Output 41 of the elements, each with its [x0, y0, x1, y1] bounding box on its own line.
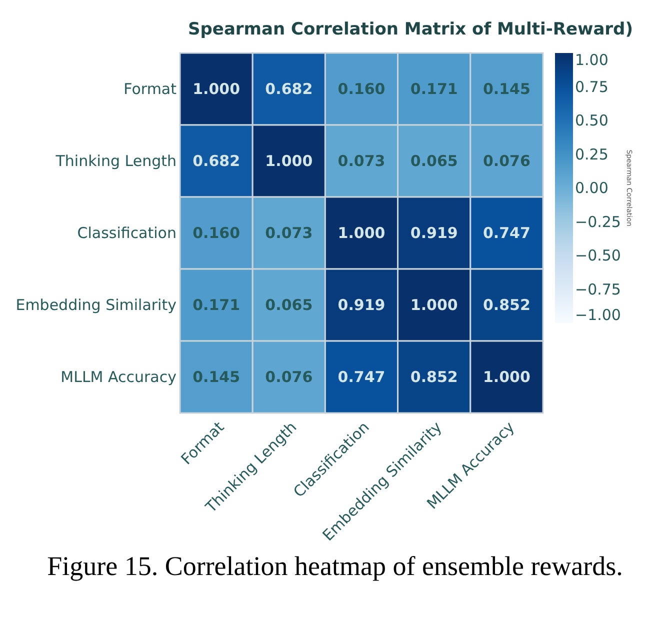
- data-label: 0.145: [482, 80, 530, 98]
- data-label: 1.000: [410, 296, 458, 314]
- color-bar-label: −0.75: [575, 280, 621, 298]
- data-label: 0.171: [410, 80, 458, 98]
- data-label: 0.682: [192, 152, 240, 170]
- data-label: 1.000: [192, 80, 240, 98]
- color-bar-label: 1.00: [575, 51, 608, 69]
- data-label: 0.919: [410, 224, 458, 242]
- color-bar-label: −1.00: [575, 306, 621, 324]
- data-label: 0.073: [265, 224, 313, 242]
- y-tick-label: Embedding Similarity: [16, 296, 177, 314]
- color-bar-label: 0.00: [575, 179, 608, 197]
- data-label: 0.919: [338, 296, 386, 314]
- y-tick-label: MLLM Accuracy: [60, 368, 177, 386]
- data-label: 0.747: [482, 224, 530, 242]
- y-tick-label: Classification: [77, 224, 176, 242]
- color-bar-label: −0.25: [575, 212, 621, 231]
- data-label: 0.073: [338, 152, 386, 170]
- data-label: 0.682: [265, 80, 313, 98]
- data-label: 0.076: [265, 368, 313, 386]
- data-label: 0.145: [192, 368, 240, 386]
- data-label: 1.000: [265, 152, 313, 170]
- data-label: 0.160: [192, 224, 240, 242]
- color-bar-label: 0.50: [575, 112, 608, 130]
- data-label: 0.171: [192, 296, 240, 314]
- color-bar-label: 0.25: [575, 145, 608, 164]
- data-label: 0.076: [482, 152, 530, 170]
- color-bar-label: −0.50: [575, 246, 621, 264]
- data-label: 0.065: [410, 152, 458, 170]
- color-bar-label: 0.75: [575, 78, 608, 96]
- chart-title: Spearman Correlation Matrix of Multi-Reward): [188, 19, 633, 40]
- data-label: 0.852: [410, 368, 458, 386]
- data-label: 1.000: [482, 368, 530, 386]
- data-label: 1.000: [338, 224, 386, 242]
- data-label: 0.852: [482, 296, 530, 314]
- data-label: 0.065: [265, 296, 313, 314]
- data-label: 0.160: [338, 80, 386, 98]
- data-label: 0.747: [338, 368, 386, 386]
- caption: Figure 15. Correlation heatmap of ensemble rewards.: [46, 551, 624, 582]
- y-tick-label: Thinking Length: [54, 152, 176, 170]
- y-tick-label: Format: [124, 80, 177, 98]
